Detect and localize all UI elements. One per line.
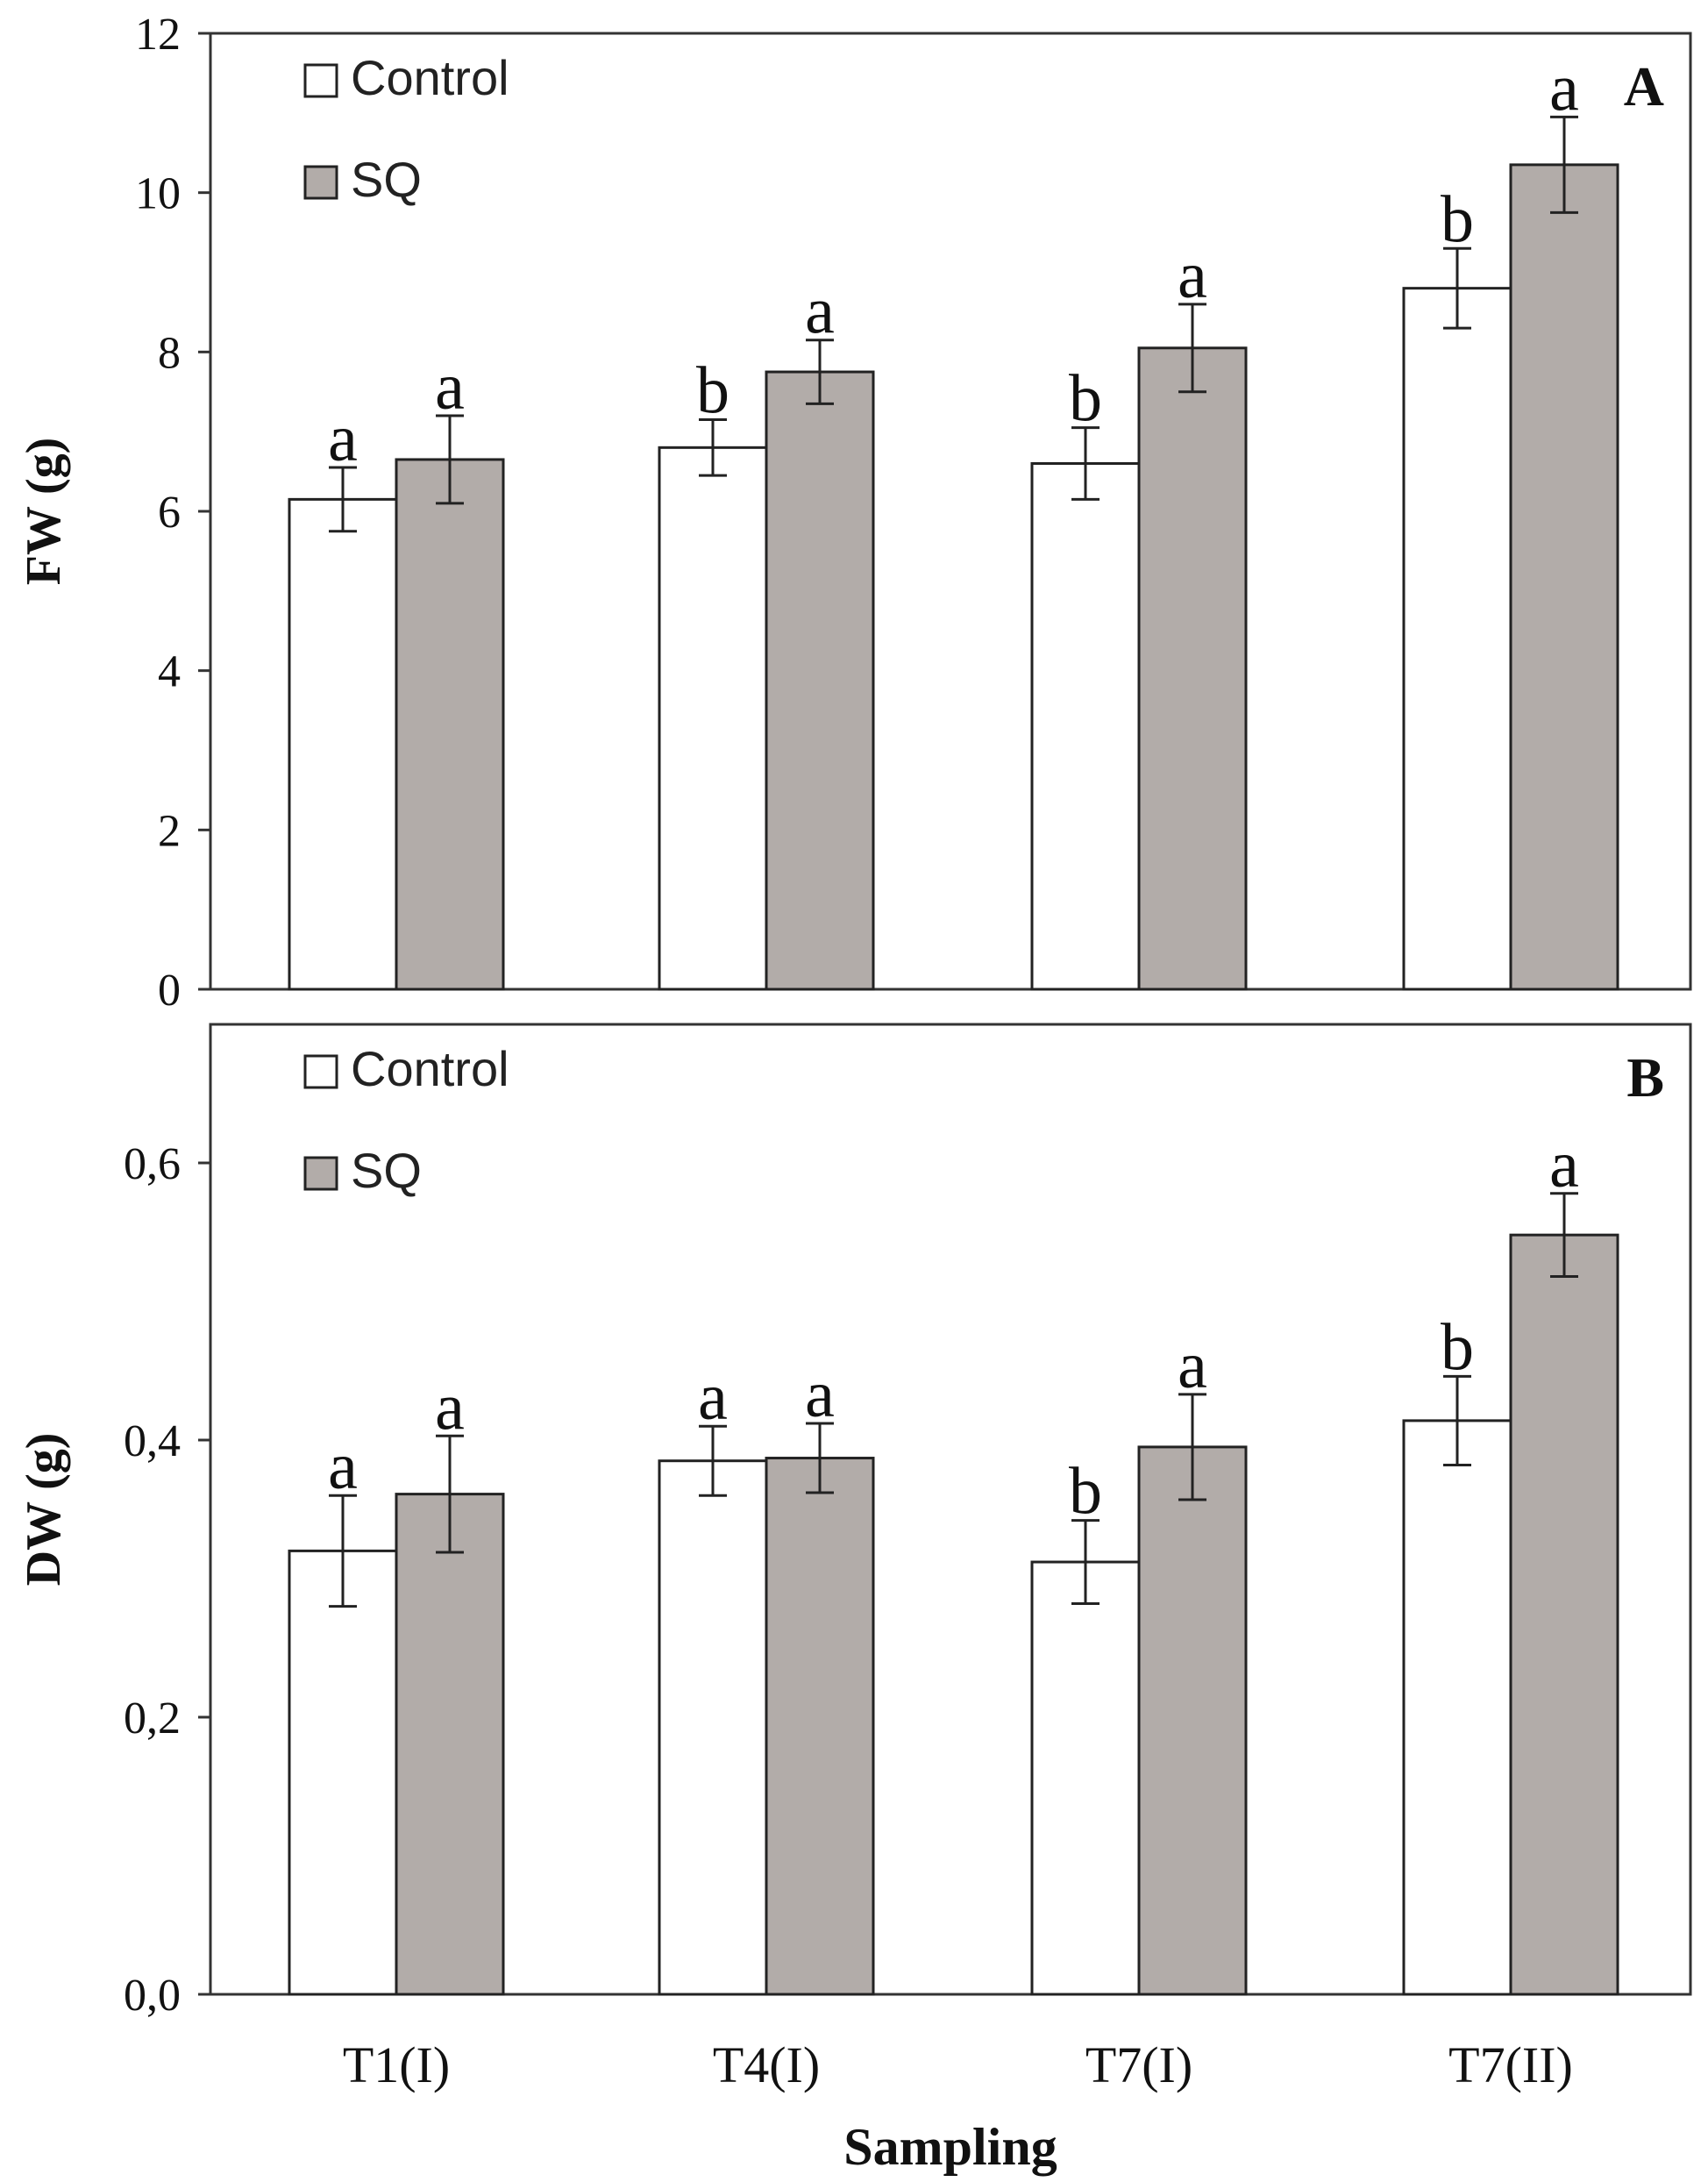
panel-a-panel-letter: A [1624,55,1664,118]
panel-b-significance-letter: a [1178,1329,1207,1402]
panel-b-significance-letter: a [328,1430,358,1503]
panel-b-significance-letter: b [1069,1455,1102,1529]
panel-a-bar-sq-4 [1509,163,1619,991]
panel-a-bar-sq-1 [395,458,505,991]
panel-a-legend-label-sq: SQ [351,152,422,207]
panel-a-significance-letter: a [1178,239,1207,312]
panel-a-legend-swatch-sq [303,165,338,200]
panel-a-bar-control-1 [288,497,398,991]
panel-a-significance-letter: b [696,354,729,428]
panel-b-plot-frame [209,1023,1692,1996]
panel-b-bar-sq-3 [1137,1445,1248,1996]
panel-a-y-tick-label: 4 [158,647,181,697]
panel-a-y-tick-label: 0 [158,966,181,1016]
panel-a-y-tick-label: 10 [135,169,181,219]
panel-b-bar-control-2 [658,1459,768,1996]
panel-b-y-tick-label: 0,6 [124,1139,181,1189]
panel-b-bar-sq-1 [395,1493,505,1996]
x-tick-label-1: T1(I) [343,2036,450,2093]
panel-a-significance-letter: b [1069,362,1102,436]
panel-a-y-tick-label: 12 [135,10,181,60]
panel-a-significance-letter: a [435,350,465,424]
panel-b-y-tick-label: 0,2 [124,1694,181,1743]
panel-b-significance-letter: a [698,1360,728,1434]
panel-a-y-tick-label: 8 [158,328,181,378]
panel-a-bar-control-2 [658,446,768,991]
panel-a-chart: 0 2 4 6 8 10 12 FW (g) Aa a b a b a b a Control SQ [17,10,1692,1016]
panel-b-bar-sq-4 [1509,1233,1619,1996]
panel-a-y-axis-label: FW (g) [17,438,71,586]
panel-b-significance-letter: a [1549,1128,1579,1202]
x-tick-label-3: T7(I) [1085,2036,1192,2093]
panel-a-significance-letter: a [328,402,358,475]
panel-a-y-tick-label: 6 [158,488,181,538]
panel-b-y-axis-label: DW (g) [17,1433,71,1587]
panel-b-y-tick-label: 0,4 [124,1416,181,1466]
x-axis-label: Sampling [843,2118,1057,2176]
panel-a-significance-letter: b [1441,182,1474,256]
panel-b-bar-control-4 [1402,1419,1512,1996]
x-tick-label-2: T4(I) [713,2036,820,2093]
panel-a-bar-sq-3 [1137,346,1248,991]
panel-a-bar-control-3 [1030,462,1141,991]
panel-b-bar-sq-2 [765,1457,875,1996]
panel-b-significance-letter: a [805,1358,835,1431]
panel-b-legend-label-control: Control [351,1041,509,1096]
panel-a-bar-control-4 [1402,287,1512,991]
panel-b-y-tick-label: 0,0 [124,1971,181,2021]
x-tick-label-4: T7(II) [1448,2036,1573,2093]
panel-b-panel-letter: B [1626,1046,1664,1109]
panel-b-bar-control-3 [1030,1560,1141,1996]
panel-b-significance-letter: b [1441,1310,1474,1384]
panel-b-significance-letter: a [435,1370,465,1444]
panel-a-significance-letter: a [805,275,835,348]
panel-a-legend-swatch-control [303,63,338,98]
panel-b-legend-swatch-sq [303,1156,338,1191]
panel-b-legend-swatch-control [303,1054,338,1089]
panel-a-bar-sq-2 [765,370,875,991]
panel-b-bar-control-1 [288,1549,398,1996]
panel-a-legend-label-control: Control [351,50,509,105]
panel-a-y-tick-label: 2 [158,806,181,856]
panel-b-legend-label-sq: SQ [351,1143,422,1198]
panel-a-significance-letter: a [1549,51,1579,125]
panel-b-chart: 0,0 0,2 0,4 0,6 DW (g) Ba a T1(I) a a T4(I) b a T7(I)… [17,1023,1692,2093]
